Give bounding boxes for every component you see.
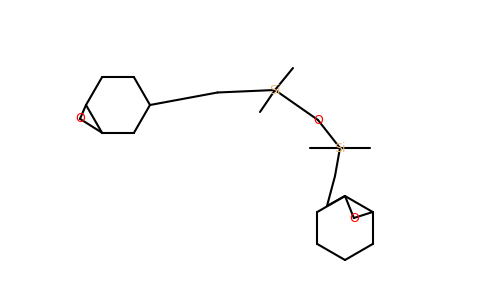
Text: Si: Si <box>334 142 346 154</box>
Text: Si: Si <box>269 83 281 97</box>
Text: O: O <box>75 112 85 125</box>
Text: O: O <box>349 212 359 224</box>
Text: O: O <box>313 113 323 127</box>
